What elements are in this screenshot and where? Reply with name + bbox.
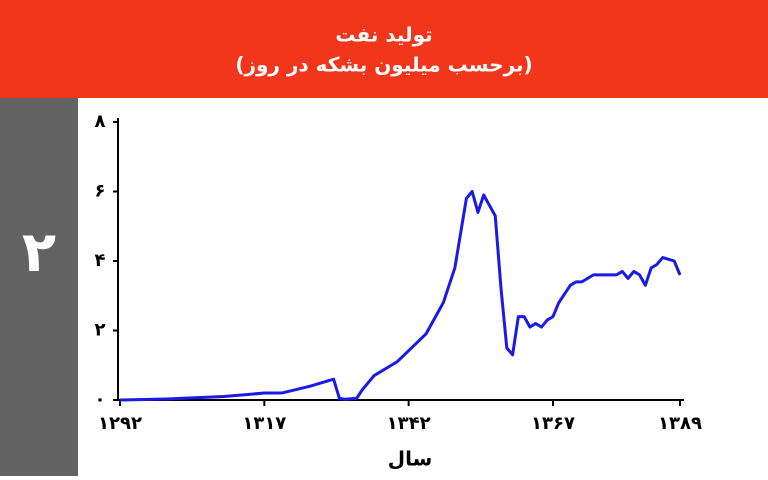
x-tick-label: ۱۳۸۹ xyxy=(658,413,702,434)
y-tick-label: ۸ xyxy=(95,111,106,132)
x-axis-label: سال xyxy=(388,447,433,471)
data-line xyxy=(119,190,682,402)
x-tick-label: ۱۲۹۲ xyxy=(98,413,142,434)
y-tick-label: ۴ xyxy=(95,250,106,271)
chart-subtitle: (برحسب میلیون بشکه در روز) xyxy=(235,53,532,77)
chart-title: تولید نفت xyxy=(335,23,432,47)
side-panel xyxy=(0,98,78,476)
y-tick-label: ۶ xyxy=(95,181,106,202)
x-tick-label: ۱۳۱۷ xyxy=(242,413,286,434)
y-tick-label: ۰ xyxy=(95,389,106,410)
y-tick-label: ۲ xyxy=(95,320,106,341)
header xyxy=(0,0,768,98)
x-tick-label: ۱۳۶۷ xyxy=(531,413,575,434)
x-tick-label: ۱۳۴۲ xyxy=(387,413,431,434)
section-number: ۲ xyxy=(22,220,56,285)
